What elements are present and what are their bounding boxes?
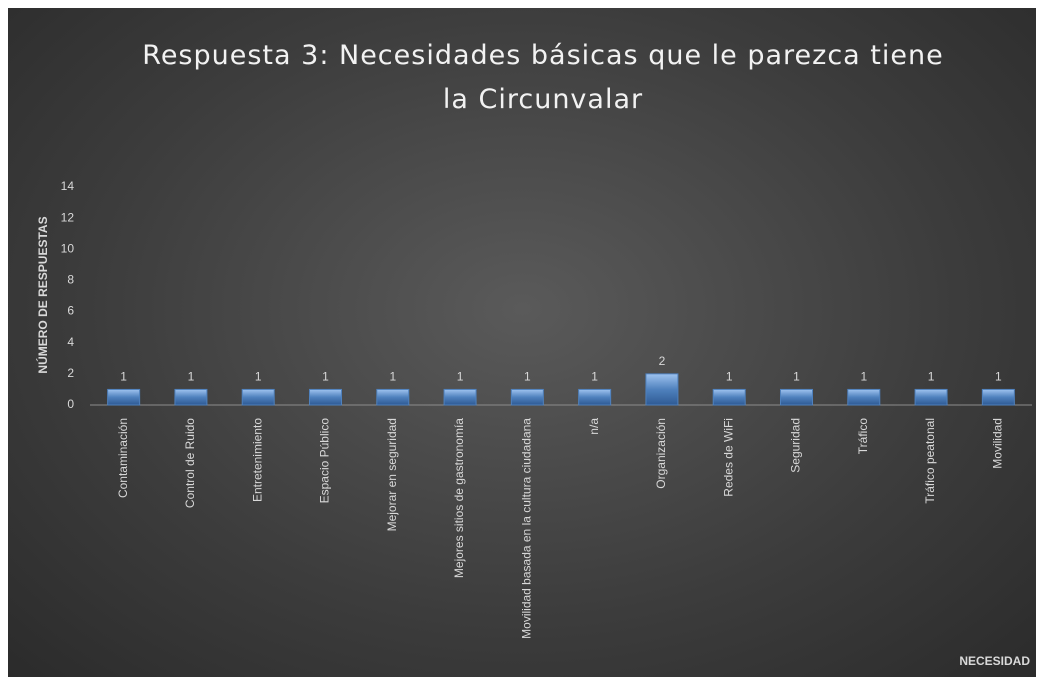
- x-tick-label: Mejores sitios de gastronomía: [452, 418, 466, 578]
- y-tick-label: 12: [61, 210, 75, 224]
- x-tick-label: Seguridad: [789, 418, 803, 473]
- y-tick-label: 10: [61, 241, 75, 255]
- y-tick-label: 4: [67, 335, 74, 349]
- value-label: 1: [793, 370, 800, 384]
- x-axis-label: NECESIDAD: [959, 654, 1030, 668]
- x-tick-label: Redes de WiFi: [721, 418, 735, 497]
- x-tick-label: Contaminación: [116, 418, 130, 498]
- value-label: 1: [255, 370, 262, 384]
- y-tick-label: 14: [61, 179, 75, 193]
- value-label: 1: [726, 370, 733, 384]
- value-label: 1: [457, 370, 464, 384]
- bar: [914, 388, 948, 406]
- y-tick-label: 0: [67, 397, 74, 411]
- bar: [847, 388, 881, 406]
- x-tick-label: Control de Ruido: [183, 418, 197, 508]
- value-label: 1: [120, 370, 127, 384]
- y-tick-label: 8: [67, 273, 74, 287]
- x-tick-label: Espacio Público: [318, 418, 332, 504]
- bar: [645, 373, 679, 406]
- x-tick-label: Movilidad: [991, 418, 1005, 469]
- bar: [174, 388, 208, 406]
- bar: [780, 388, 813, 406]
- bar: [107, 388, 141, 406]
- y-axis-label: NÚMERO DE RESPUESTAS: [35, 216, 50, 373]
- value-label: 1: [524, 370, 531, 384]
- y-tick-label: 2: [67, 366, 74, 380]
- value-label: 2: [659, 354, 666, 368]
- value-label: 1: [860, 370, 867, 384]
- x-tick-label: Entretenimiento: [250, 418, 264, 502]
- value-label: 1: [928, 370, 935, 384]
- x-tick-label: Tráfico: [856, 418, 870, 455]
- value-label: 1: [591, 370, 598, 384]
- bar: [443, 388, 477, 406]
- chart-area: Respuesta 3: Necesidades básicas que le …: [8, 8, 1036, 677]
- bar: [578, 388, 612, 406]
- value-label: 1: [389, 370, 396, 384]
- value-label: 1: [188, 370, 195, 384]
- x-tick-label: Tráfico peatonal: [923, 418, 937, 504]
- chart-title: Respuesta 3: Necesidades básicas que le …: [142, 40, 944, 115]
- bar: [241, 388, 275, 406]
- y-tick-label: 6: [67, 304, 74, 318]
- bar: [510, 388, 544, 406]
- bar: [376, 388, 410, 406]
- x-tick-label: n/a: [587, 418, 601, 435]
- bar: [309, 388, 342, 406]
- bar: [712, 388, 746, 406]
- value-label: 1: [322, 370, 329, 384]
- bar: [981, 388, 1015, 406]
- value-label: 1: [995, 370, 1002, 384]
- x-tick-label: Organización: [654, 418, 668, 489]
- x-tick-label: Movilidad basada en la cultura ciudadana: [520, 418, 534, 639]
- x-tick-label: Mejorar en seguridad: [385, 418, 399, 531]
